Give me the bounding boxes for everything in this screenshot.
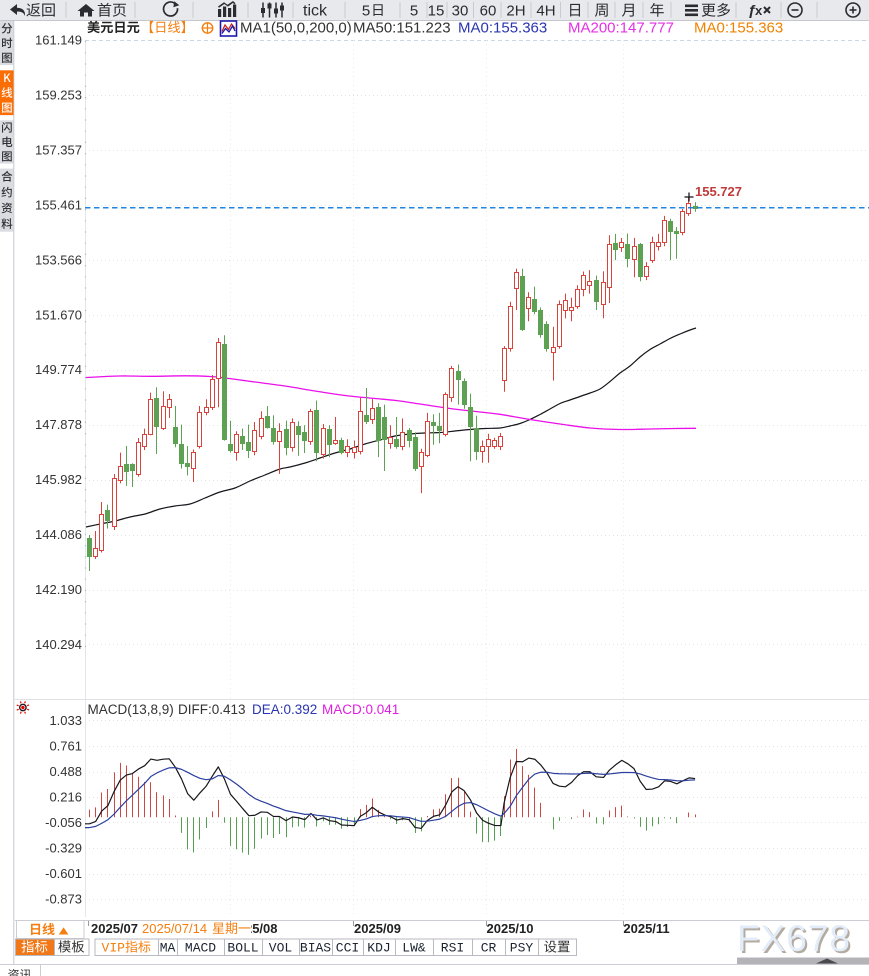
- svg-text:157.357: 157.357: [35, 142, 82, 157]
- svg-text:MA0:155.363: MA0:155.363: [694, 20, 783, 37]
- svg-text:2025/07: 2025/07: [91, 921, 138, 936]
- svg-text:1.033: 1.033: [49, 713, 82, 728]
- svg-text:MA50:151.223: MA50:151.223: [353, 20, 451, 37]
- svg-text:30: 30: [452, 3, 469, 20]
- svg-text:151.670: 151.670: [35, 307, 82, 322]
- svg-text:MACD: MACD: [185, 941, 216, 956]
- svg-text:0.761: 0.761: [49, 739, 82, 754]
- svg-text:ƒ: ƒ: [748, 2, 756, 19]
- svg-text:2025/10: 2025/10: [487, 921, 534, 936]
- svg-text:5: 5: [410, 3, 418, 20]
- svg-text:MA: MA: [160, 941, 176, 956]
- svg-text:tick: tick: [303, 3, 328, 20]
- svg-text:-0.873: -0.873: [45, 892, 82, 907]
- svg-text:CCI: CCI: [336, 941, 359, 956]
- svg-text:147.878: 147.878: [35, 417, 82, 432]
- svg-text:DEA:0.392: DEA:0.392: [252, 702, 317, 717]
- svg-text:x: x: [755, 3, 763, 18]
- svg-text:5: 5: [362, 3, 370, 20]
- svg-text:4H: 4H: [536, 3, 555, 20]
- svg-text:145.982: 145.982: [35, 472, 82, 487]
- svg-text:153.566: 153.566: [35, 252, 82, 267]
- svg-text:161.149: 161.149: [35, 33, 82, 48]
- svg-text:140.294: 140.294: [35, 637, 82, 652]
- svg-text:MA0:155.363: MA0:155.363: [458, 20, 547, 37]
- svg-text:DIFF:0.413: DIFF:0.413: [178, 702, 246, 717]
- svg-text:0.216: 0.216: [49, 790, 82, 805]
- svg-text:CR: CR: [481, 941, 497, 956]
- svg-text:0.488: 0.488: [49, 764, 82, 779]
- svg-text:2025/07/14: 2025/07/14: [142, 921, 207, 936]
- svg-text:FX678: FX678: [737, 918, 851, 959]
- svg-text:159.253: 159.253: [35, 87, 82, 102]
- svg-text:-0.329: -0.329: [45, 841, 82, 856]
- svg-text:KDJ: KDJ: [367, 941, 390, 956]
- svg-text:MA1(50,0,200,0): MA1(50,0,200,0): [240, 20, 352, 37]
- svg-text:155.727: 155.727: [695, 184, 742, 199]
- svg-text:155.461: 155.461: [35, 197, 82, 212]
- svg-text:-0.601: -0.601: [45, 866, 82, 881]
- svg-text:PSY: PSY: [510, 941, 534, 956]
- svg-text:VIP: VIP: [102, 941, 126, 956]
- svg-text:149.774: 149.774: [35, 362, 82, 377]
- svg-text:FX678: FX678: [739, 920, 853, 961]
- svg-text:60: 60: [480, 3, 497, 20]
- svg-text:15: 15: [428, 3, 445, 20]
- svg-text:MACD:0.041: MACD:0.041: [322, 702, 399, 717]
- svg-text:MACD(13,8,9): MACD(13,8,9): [88, 702, 174, 717]
- svg-text:VOL: VOL: [269, 941, 292, 956]
- svg-text:RSI: RSI: [441, 941, 464, 956]
- svg-text:MA200:147.777: MA200:147.777: [568, 20, 674, 37]
- svg-text:142.190: 142.190: [35, 582, 82, 597]
- svg-text:BOLL: BOLL: [227, 941, 258, 956]
- svg-text:2H: 2H: [506, 3, 525, 20]
- svg-text:BIAS: BIAS: [300, 941, 331, 956]
- svg-text:2025/11: 2025/11: [623, 921, 669, 936]
- svg-text:-0.056: -0.056: [45, 815, 82, 830]
- svg-text:144.086: 144.086: [35, 527, 82, 542]
- svg-text:LW&: LW&: [402, 941, 426, 956]
- svg-text:2025/09: 2025/09: [354, 921, 401, 936]
